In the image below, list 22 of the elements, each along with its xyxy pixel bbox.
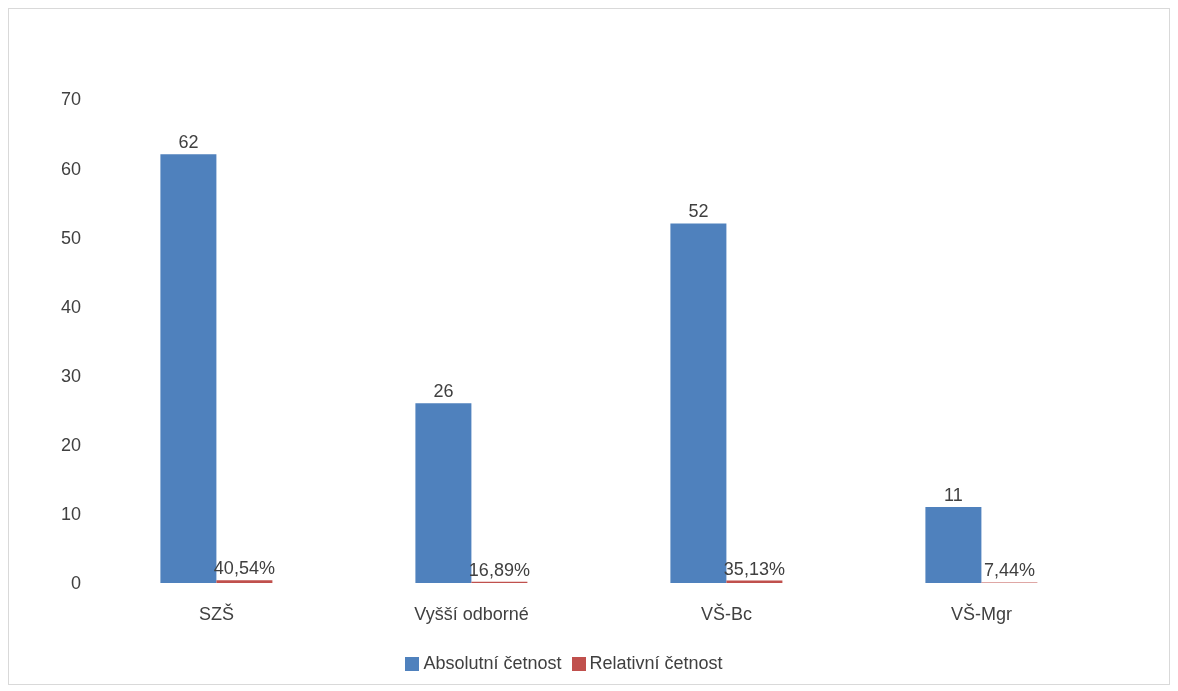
bar bbox=[415, 403, 472, 583]
data-label: 62 bbox=[178, 132, 199, 153]
y-tick-label: 50 bbox=[60, 227, 81, 248]
bar bbox=[925, 506, 982, 583]
x-tick-label: SZŠ bbox=[198, 602, 235, 624]
y-tick-label: 10 bbox=[60, 504, 81, 525]
legend-label: Relativní četnost bbox=[589, 653, 723, 673]
data-label: 7,44% bbox=[983, 560, 1035, 581]
x-tick-label: Vyšší odborné bbox=[414, 603, 529, 624]
x-tick-label: VŠ-Bc bbox=[700, 602, 753, 624]
y-tick-label: 40 bbox=[60, 296, 81, 317]
bar bbox=[216, 580, 273, 583]
data-label: 11 bbox=[944, 484, 963, 505]
y-tick-label: 70 bbox=[60, 89, 81, 110]
x-tick-label: VŠ-Mgr bbox=[950, 602, 1013, 624]
y-tick-label: 0 bbox=[70, 573, 81, 594]
data-label: 52 bbox=[688, 201, 709, 222]
y-tick-label: 20 bbox=[60, 435, 81, 456]
y-tick-label: 60 bbox=[60, 158, 81, 179]
legend-label: Absolutní četnost bbox=[423, 653, 562, 673]
data-label: 26 bbox=[433, 381, 454, 402]
y-tick-label: 30 bbox=[60, 365, 81, 386]
